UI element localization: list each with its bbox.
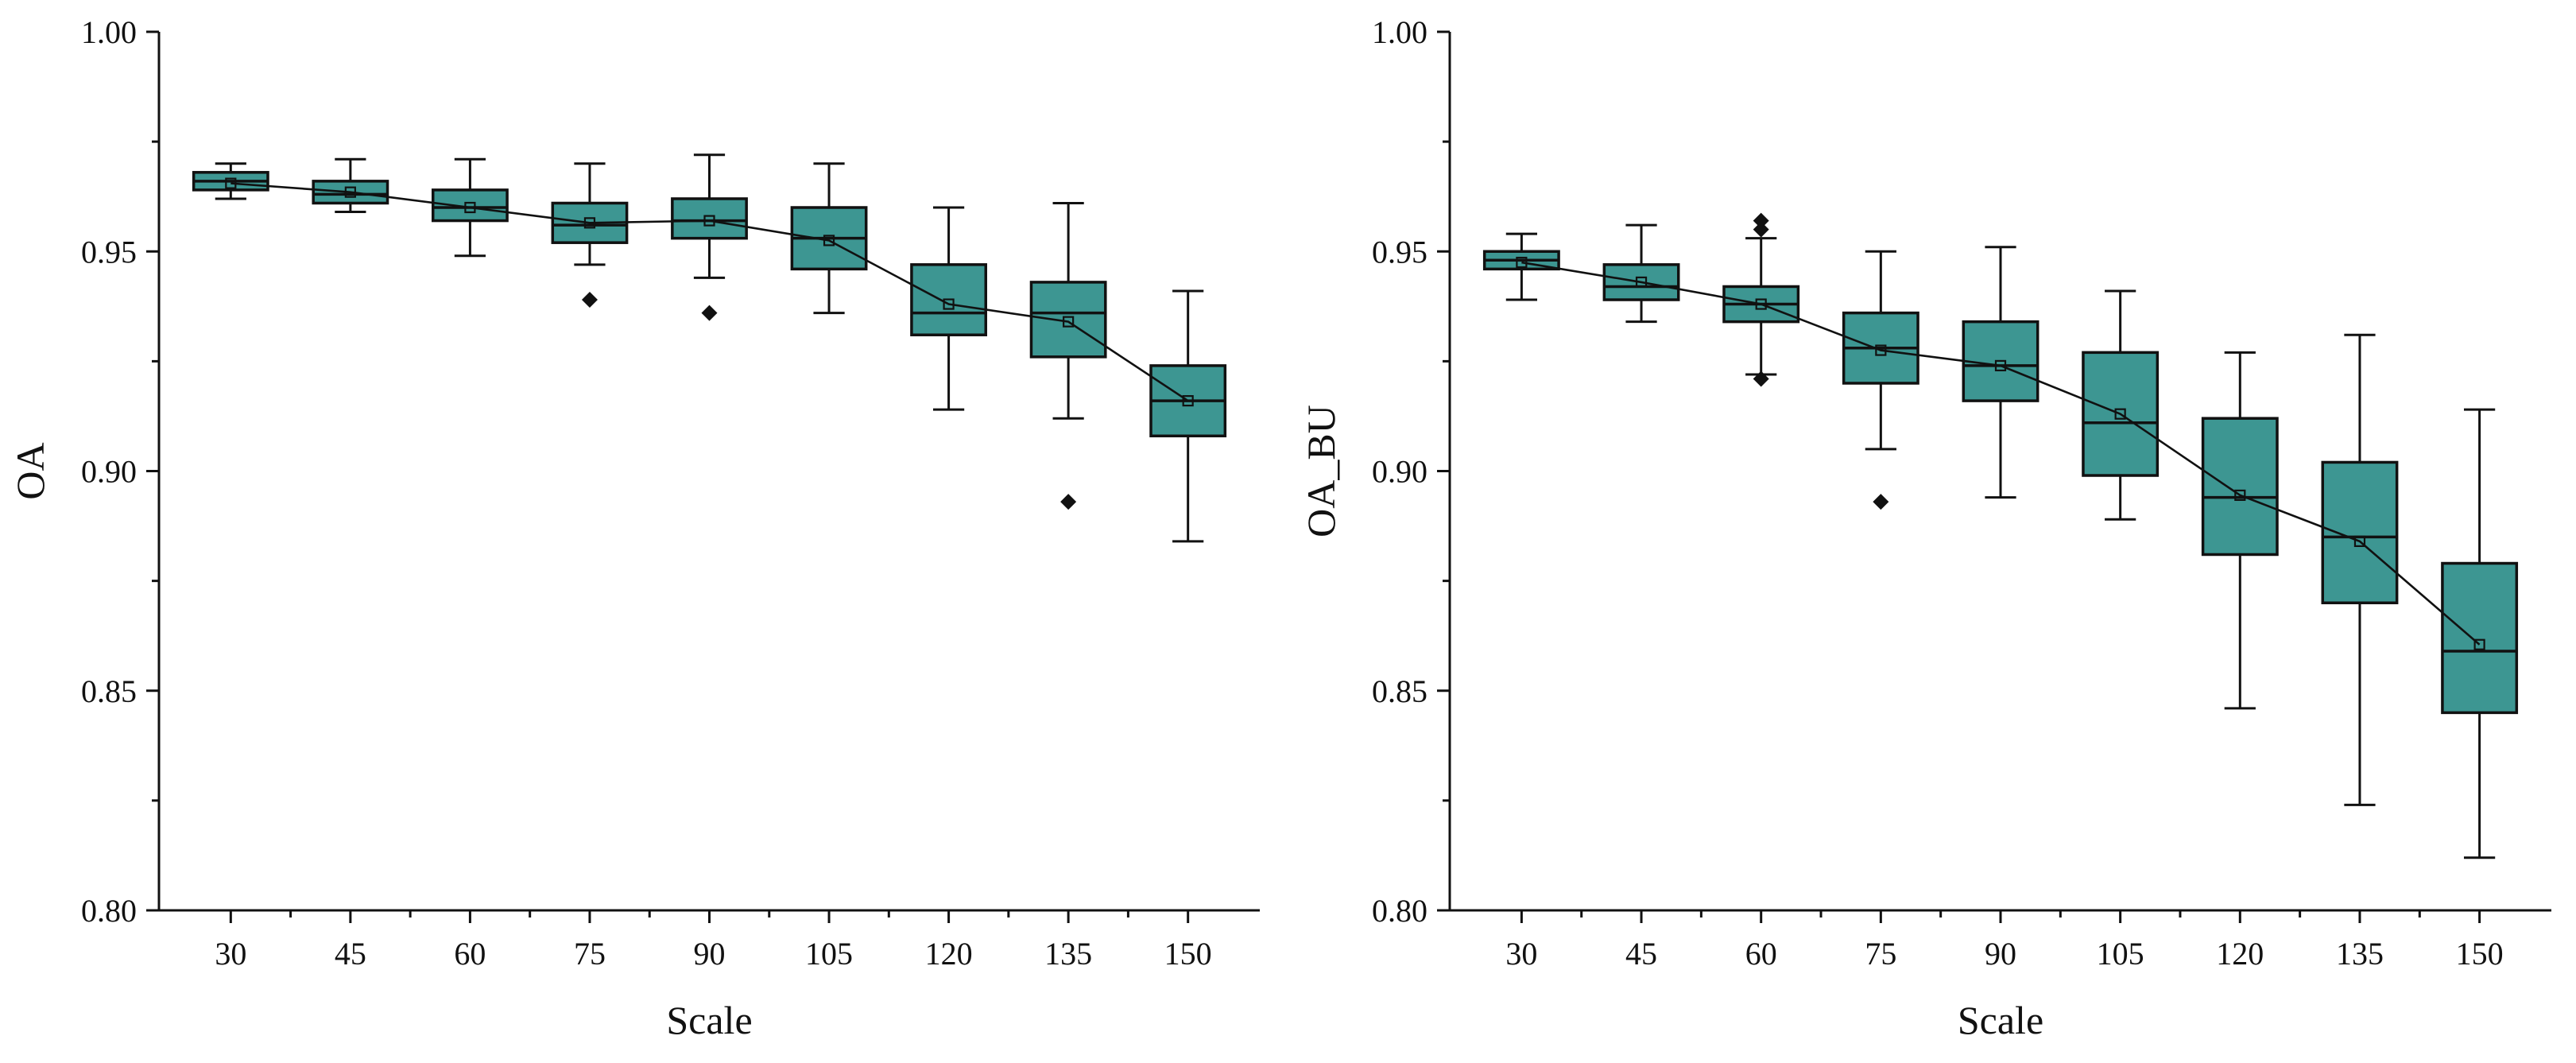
y-tick-label: 1.00 bbox=[1372, 14, 1427, 50]
box-90 bbox=[671, 153, 748, 321]
x-tick-label: 90 bbox=[694, 936, 726, 972]
x-tick-label: 105 bbox=[2097, 936, 2144, 972]
outlier-point bbox=[701, 305, 718, 321]
mean-marker bbox=[1875, 344, 1887, 356]
box-45 bbox=[312, 157, 389, 214]
box-105 bbox=[2082, 289, 2160, 521]
x-tick-label: 60 bbox=[1745, 936, 1777, 972]
oa-bu-chart-panel: 0.80 0.85 0.90 0.95 1.00 30 45 60 75 90 105 120 135 1… bbox=[1299, 14, 2551, 1042]
mean-marker bbox=[2473, 638, 2485, 650]
mean-marker bbox=[583, 217, 596, 229]
mean-marker bbox=[2353, 535, 2366, 548]
box-135 bbox=[2321, 333, 2399, 806]
x-tick-label: 90 bbox=[1985, 936, 2016, 972]
x-axis-title: Scale bbox=[666, 998, 752, 1042]
box-60 bbox=[431, 157, 509, 258]
box-30 bbox=[192, 162, 269, 200]
x-tick-label: 30 bbox=[215, 936, 246, 972]
mean-marker bbox=[225, 177, 237, 189]
mean-marker bbox=[1755, 298, 1767, 310]
y-tick-label: 0.90 bbox=[1372, 454, 1427, 490]
iqr-box bbox=[1029, 281, 1107, 359]
box-75 bbox=[1842, 250, 1919, 510]
box-150 bbox=[1149, 289, 1227, 543]
mean-marker bbox=[1182, 395, 1194, 407]
x-tick-label: 150 bbox=[2456, 936, 2504, 972]
y-tick-label: 0.85 bbox=[1372, 673, 1427, 709]
mean-trend-line bbox=[1521, 261, 2481, 646]
x-tick-label: 120 bbox=[2216, 936, 2264, 972]
y-tick-label: 0.80 bbox=[1372, 893, 1427, 929]
x-tick-label: 135 bbox=[2336, 936, 2384, 972]
mean-marker bbox=[344, 186, 356, 198]
x-axis-title: Scale bbox=[1958, 998, 2043, 1042]
box-120 bbox=[2201, 351, 2279, 710]
mean-marker bbox=[464, 201, 476, 214]
oa-chart-panel: 0.80 0.85 0.90 0.95 1.00 30 45 60 75 90 105 120 135 1… bbox=[8, 14, 1260, 1042]
mean-marker bbox=[943, 298, 955, 310]
y-tick-label: 0.80 bbox=[81, 893, 137, 929]
outlier-point bbox=[581, 292, 598, 308]
mean-marker bbox=[1994, 359, 2007, 371]
box-90 bbox=[1962, 246, 2039, 499]
x-tick-label: 105 bbox=[805, 936, 853, 972]
x-tick-label: 60 bbox=[454, 936, 486, 972]
box-135 bbox=[1029, 201, 1107, 510]
y-tick-label: 0.95 bbox=[81, 234, 137, 270]
x-tick-label: 30 bbox=[1505, 936, 1537, 972]
box-75 bbox=[551, 162, 629, 308]
y-tick-label: 0.85 bbox=[81, 673, 137, 709]
mean-marker bbox=[2234, 489, 2246, 501]
mean-marker bbox=[2114, 408, 2126, 420]
iqr-box bbox=[671, 197, 748, 240]
y-tick-label: 0.90 bbox=[81, 454, 137, 490]
y-axis-title: OA bbox=[8, 442, 52, 499]
iqr-box bbox=[2441, 561, 2519, 715]
y-tick-label: 1.00 bbox=[81, 14, 137, 50]
outlier-point bbox=[1873, 494, 1889, 510]
box-150 bbox=[2441, 408, 2519, 859]
mean-marker bbox=[1635, 276, 1648, 289]
iqr-box bbox=[431, 188, 509, 223]
mean-marker bbox=[703, 215, 715, 227]
mean-trend-line bbox=[230, 182, 1189, 402]
iqr-box bbox=[2201, 417, 2279, 557]
y-tick-label: 0.95 bbox=[1372, 234, 1427, 270]
x-tick-label: 75 bbox=[574, 936, 606, 972]
x-tick-label: 45 bbox=[1625, 936, 1657, 972]
iqr-box bbox=[312, 180, 389, 205]
outlier-point bbox=[1753, 212, 1769, 229]
x-tick-label: 45 bbox=[335, 936, 366, 972]
mean-marker bbox=[1063, 316, 1075, 328]
y-axis-title: OA_BU bbox=[1299, 405, 1343, 537]
box-45 bbox=[1602, 223, 1680, 324]
outlier-point bbox=[1060, 494, 1077, 510]
outlier-point bbox=[1753, 221, 1769, 238]
outlier-point bbox=[1753, 370, 1769, 387]
mean-marker bbox=[1516, 256, 1528, 269]
x-tick-label: 135 bbox=[1044, 936, 1092, 972]
x-tick-label: 150 bbox=[1164, 936, 1212, 972]
box-105 bbox=[790, 162, 868, 315]
x-tick-label: 120 bbox=[925, 936, 973, 972]
x-tick-label: 75 bbox=[1865, 936, 1896, 972]
mean-marker bbox=[823, 235, 835, 246]
iqr-box bbox=[2321, 460, 2399, 605]
